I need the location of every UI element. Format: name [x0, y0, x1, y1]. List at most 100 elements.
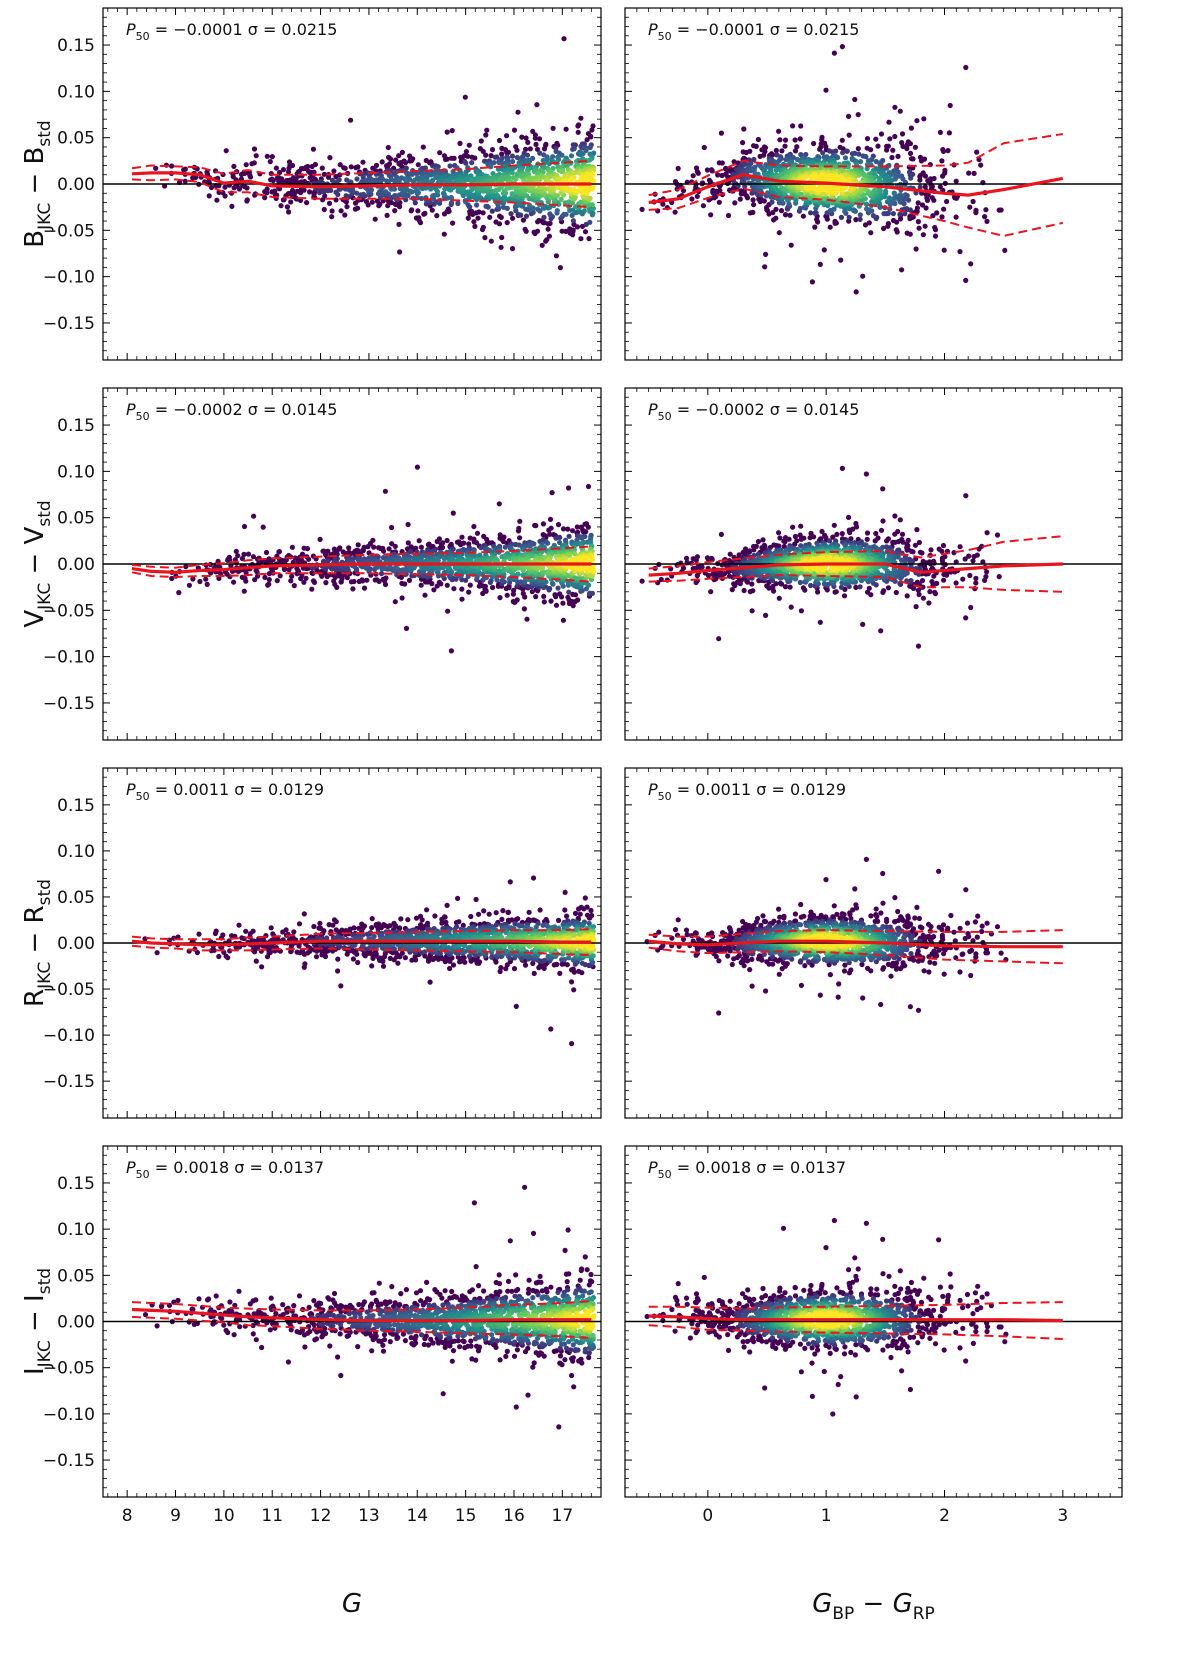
scatter-point [371, 544, 377, 550]
scatter-point [355, 205, 361, 211]
scatter-point [418, 582, 424, 588]
scatter-point [581, 529, 587, 535]
scatter-point [900, 143, 906, 149]
scatter-point [586, 236, 592, 242]
scatter-point [776, 530, 782, 536]
scatter-point [310, 578, 317, 584]
scatter-point [773, 206, 779, 212]
scatter-point [914, 527, 920, 533]
scatter-point [523, 146, 529, 152]
scatter-point [303, 575, 309, 581]
y-tick-label: −0.05 [43, 601, 95, 621]
scatter-point [317, 536, 323, 543]
scatter-point [563, 126, 569, 132]
scatter-point [363, 199, 370, 205]
scatter-point [920, 232, 927, 238]
scatter-point [840, 150, 846, 156]
scatter-point [333, 173, 339, 180]
scatter-point [830, 149, 836, 155]
scatter-point [660, 201, 666, 207]
scatter-point [329, 214, 335, 220]
lower-percentile-line [648, 187, 1064, 237]
scatter-point [482, 235, 488, 241]
scatter-point [465, 153, 471, 159]
scatter-point [502, 194, 508, 200]
scatter-point [853, 217, 859, 223]
scatter-point [920, 595, 927, 601]
scatter-point [399, 149, 405, 155]
y-tick-label: −0.15 [43, 694, 95, 714]
scatter-point [480, 224, 486, 230]
scatter-point [405, 540, 411, 546]
scatter-point [716, 199, 722, 205]
scatter-point [575, 129, 581, 135]
scatter-point [940, 173, 946, 179]
scatter-point [792, 148, 799, 154]
scatter-point [719, 160, 725, 166]
scatter-point [459, 596, 465, 602]
scatter-point [709, 168, 715, 174]
scatter-point [842, 155, 849, 161]
scatter-point [566, 533, 572, 539]
scatter-point [819, 528, 825, 535]
y-tick-label: −0.05 [43, 221, 95, 241]
scatter-point [967, 572, 973, 579]
scatter-point [886, 195, 892, 201]
annotation-p-sub: 50 [136, 410, 150, 423]
scatter-point [929, 195, 935, 201]
scatter-point [584, 137, 590, 143]
scatter-point [326, 200, 333, 206]
scatter-point [314, 567, 320, 573]
upper-percentile-line [131, 159, 592, 176]
scatter-point [510, 598, 516, 605]
scatter-point [471, 523, 477, 530]
scatter-point [509, 191, 515, 197]
scatter-point [378, 571, 385, 577]
scatter-point [982, 214, 988, 220]
median-lines [131, 545, 592, 583]
annotation-values: = −0.0002 σ = 0.0145 [150, 400, 338, 419]
scatter-point [260, 524, 266, 530]
scatter-point [389, 524, 395, 531]
scatter-point [289, 162, 296, 169]
scatter-point [474, 202, 480, 208]
scatter-point [856, 151, 862, 157]
scatter-point [515, 528, 522, 534]
scatter-point [286, 209, 292, 215]
scatter-point [471, 219, 477, 225]
scatter-point [838, 257, 844, 263]
scatter-point [547, 516, 554, 523]
scatter-point [672, 209, 678, 215]
scatter-point [527, 146, 533, 152]
scatter-point [327, 155, 333, 161]
scatter-point [878, 131, 885, 137]
scatter-point [424, 174, 430, 181]
y-tick-label: 0.15 [57, 36, 95, 56]
scatter-point [570, 591, 576, 598]
scatter-point [968, 261, 974, 267]
scatter-point [817, 146, 823, 152]
scatter-point [328, 187, 334, 193]
y-tick-label: −0.10 [43, 648, 95, 668]
scatter-point [881, 225, 887, 232]
scatter-point [448, 194, 454, 201]
scatter-point [524, 152, 531, 158]
scatter-point [892, 513, 898, 519]
scatter-point [853, 289, 859, 295]
scatter-point [864, 136, 871, 142]
scatter-point [422, 592, 428, 598]
scatter-point [319, 165, 325, 171]
scatter-point [940, 542, 947, 549]
scatter-point [873, 158, 879, 165]
scatter-point [923, 205, 929, 211]
scatter-point [844, 191, 850, 197]
lower-percentile-line [131, 571, 592, 583]
scatter-point [514, 154, 520, 161]
scatter-point [487, 214, 493, 220]
scatter-point [416, 176, 422, 182]
annotation-p-sub: 50 [136, 30, 150, 43]
scatter-point [474, 530, 481, 536]
scatter-point [864, 206, 870, 212]
scatter-point [488, 153, 494, 159]
scatter-point [973, 580, 979, 586]
